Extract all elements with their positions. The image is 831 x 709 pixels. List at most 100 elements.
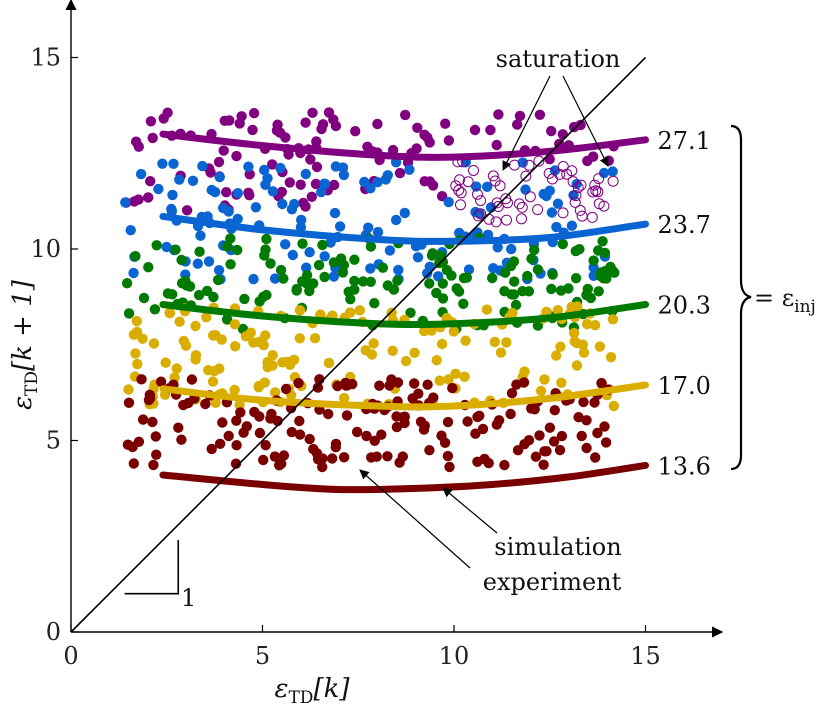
- y-tick-label: 0: [46, 618, 61, 646]
- data-point: [297, 238, 308, 249]
- data-point: [300, 168, 311, 180]
- data-point: [145, 176, 156, 187]
- data-point: [372, 118, 383, 130]
- curve-label-23.7: 23.7: [658, 211, 711, 239]
- data-point: [269, 451, 281, 462]
- data-point: [437, 278, 448, 289]
- data-point: [230, 341, 241, 352]
- data-point: [575, 119, 586, 131]
- data-point: [244, 190, 255, 201]
- saturation-point: [587, 186, 599, 198]
- data-point: [229, 384, 240, 396]
- data-point: [210, 397, 221, 408]
- data-point: [168, 158, 179, 169]
- data-point: [392, 377, 404, 388]
- data-point: [144, 393, 156, 404]
- data-point: [539, 374, 550, 385]
- data-point: [554, 444, 566, 456]
- data-point: [380, 174, 391, 185]
- x-axis-index: [k]: [313, 674, 350, 704]
- data-point: [460, 335, 471, 346]
- saturation-point: [489, 175, 501, 187]
- data-point: [544, 422, 556, 433]
- data-point: [382, 280, 393, 291]
- data-point: [399, 411, 410, 422]
- data-point: [267, 360, 278, 371]
- data-point: [570, 273, 582, 284]
- data-point: [391, 421, 403, 433]
- data-point: [581, 415, 592, 426]
- data-point: [424, 278, 435, 289]
- experiment-label: experiment: [483, 568, 622, 596]
- data-point: [472, 411, 483, 423]
- curve-label-20.3: 20.3: [658, 292, 711, 320]
- saturation-point: [475, 208, 487, 220]
- data-point: [202, 285, 213, 297]
- data-point: [123, 384, 134, 395]
- data-point: [522, 270, 533, 282]
- data-point: [598, 167, 610, 179]
- curve-label-27.1: 27.1: [658, 127, 711, 155]
- saturation-point: [472, 188, 483, 200]
- data-point: [412, 122, 423, 133]
- data-point: [267, 350, 278, 361]
- data-point: [317, 239, 328, 251]
- data-point: [424, 445, 435, 456]
- data-point: [594, 341, 606, 352]
- data-point: [549, 165, 561, 176]
- y-axis-subscript: TD: [22, 371, 42, 396]
- saturation-point: [557, 207, 569, 219]
- data-point: [167, 189, 178, 201]
- data-point: [311, 161, 323, 173]
- data-point: [607, 314, 619, 325]
- data-point: [412, 252, 424, 263]
- data-point: [309, 333, 321, 344]
- identity-line: [70, 56, 647, 633]
- data-point: [180, 340, 192, 351]
- saturation-point: [468, 165, 479, 176]
- x-axis-symbol: ε: [275, 674, 289, 704]
- saturation-point: [455, 199, 466, 211]
- data-point: [499, 459, 510, 471]
- data-point: [123, 308, 135, 319]
- data-point: [171, 363, 182, 374]
- data-point: [208, 330, 219, 341]
- data-point: [422, 379, 433, 390]
- data-point: [488, 263, 499, 274]
- data-point: [137, 414, 149, 425]
- data-point: [588, 151, 599, 162]
- data-point: [573, 412, 584, 423]
- data-point: [555, 341, 566, 352]
- data-point: [485, 124, 496, 136]
- data-point: [365, 263, 376, 274]
- y-tick-label: 15: [30, 44, 61, 72]
- y-tick-label: 5: [46, 427, 61, 455]
- data-point: [459, 371, 470, 382]
- data-point: [450, 368, 461, 379]
- data-point: [176, 254, 187, 266]
- data-point: [254, 411, 265, 422]
- data-point: [451, 283, 462, 294]
- data-point: [313, 259, 325, 271]
- data-point: [130, 348, 141, 359]
- simulation-curve-23.7: [159, 212, 649, 245]
- data-point: [166, 203, 177, 215]
- slope-triangle: [124, 540, 180, 595]
- data-point: [278, 450, 290, 461]
- data-point: [376, 429, 387, 440]
- data-point: [541, 306, 552, 317]
- saturation-point: [490, 216, 502, 228]
- data-point: [131, 315, 142, 327]
- saturation-point: [570, 190, 582, 202]
- data-point: [181, 280, 192, 291]
- data-point: [361, 430, 372, 442]
- data-point: [129, 196, 140, 207]
- saturation-point: [533, 155, 545, 167]
- data-point: [337, 162, 349, 173]
- data-point: [259, 164, 270, 176]
- data-point: [440, 118, 451, 129]
- data-point: [138, 292, 150, 304]
- data-point: [125, 225, 136, 236]
- data-point: [132, 358, 143, 370]
- data-point: [181, 205, 193, 216]
